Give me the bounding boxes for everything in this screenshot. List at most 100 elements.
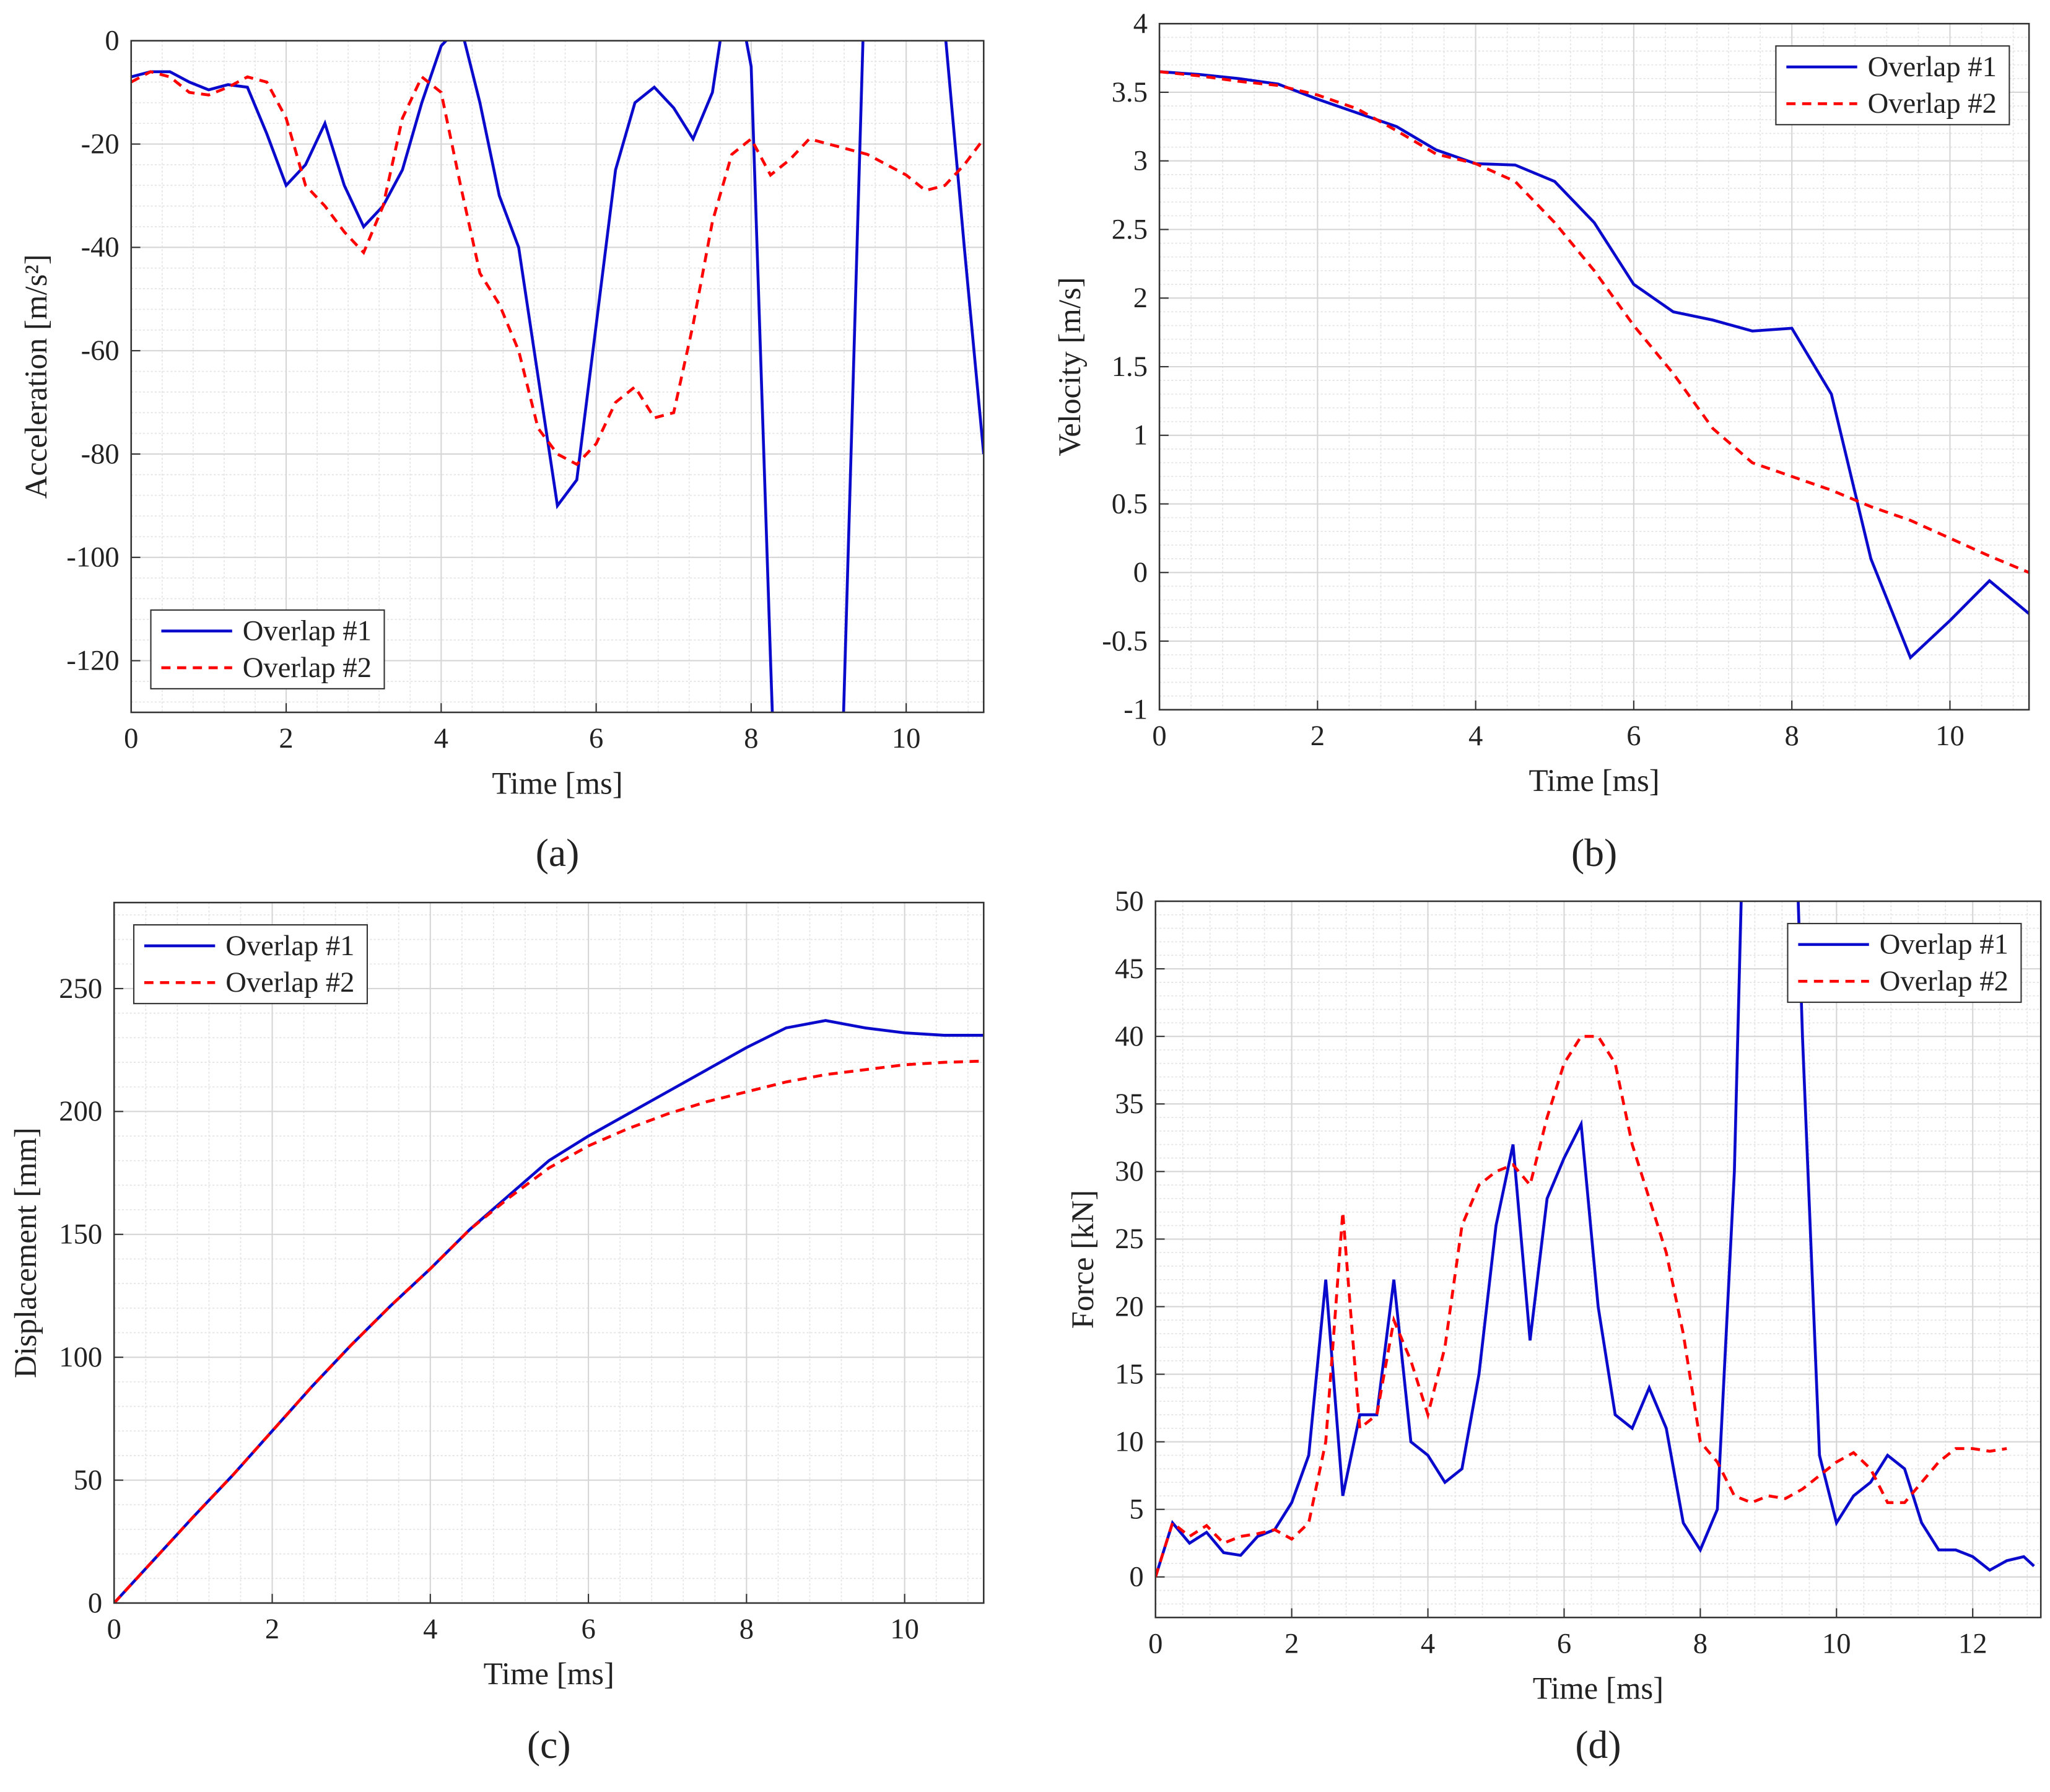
- x-tick-label: 0: [1152, 720, 1166, 752]
- y-axis-label: Velocity [m/s]: [1052, 277, 1087, 456]
- y-tick-label: -60: [81, 334, 120, 367]
- x-tick-label: 2: [1311, 720, 1325, 752]
- axes-box: [113, 901, 985, 1604]
- y-axis-label: Force [kN]: [1065, 1190, 1100, 1329]
- legend-box: [150, 609, 385, 689]
- y-tick-label: 10: [1115, 1425, 1144, 1458]
- legend: Overlap #1 Overlap #2: [1775, 45, 2010, 126]
- x-tick-label: 4: [1421, 1627, 1435, 1659]
- x-tick-label: 4: [434, 722, 448, 754]
- legend-label: Overlap #1: [225, 930, 354, 962]
- y-tick-label: 15: [1115, 1358, 1144, 1390]
- y-tick-label: 1: [1133, 419, 1148, 452]
- x-tick-label: 0: [1148, 1627, 1162, 1659]
- y-axis-label: Displacement [mm]: [8, 1127, 43, 1378]
- y-tick-label: 2: [1133, 282, 1148, 314]
- legend: Overlap #1 Overlap #2: [1787, 922, 2022, 1003]
- data-line: [114, 1059, 984, 1603]
- y-tick-label: -1: [1123, 694, 1148, 726]
- legend-label: Overlap #2: [1880, 965, 2009, 997]
- x-tick-label: 2: [1285, 1627, 1299, 1659]
- x-tick-label: 6: [589, 722, 603, 754]
- x-tick-label: 4: [423, 1613, 437, 1645]
- y-axis-label: Acceleration [m/s²]: [19, 255, 53, 499]
- subplot: 0 2 4 6 8 10 4 3.5 3 2.5 2 1.5 1 0.5 0 -0.5 -1 Time [ms] V…: [1052, 7, 2030, 875]
- y-tick-label: -40: [81, 231, 120, 263]
- legend-label: Overlap #1: [243, 615, 372, 647]
- legend-label: Overlap #2: [243, 652, 372, 684]
- legend-box: [133, 924, 369, 1005]
- x-tick-label: 6: [581, 1613, 595, 1645]
- y-tick-label: 40: [1115, 1020, 1144, 1052]
- legend-box: [1787, 922, 2022, 1003]
- y-tick-label: 50: [74, 1464, 103, 1496]
- x-tick-label: 4: [1468, 720, 1483, 752]
- legend-label: Overlap #1: [1880, 929, 2009, 961]
- y-tick-label: 30: [1115, 1155, 1144, 1187]
- y-tick-label: 45: [1115, 953, 1144, 985]
- x-tick-label: 0: [124, 722, 138, 754]
- data-line: [114, 1019, 984, 1603]
- y-tick-label: 0: [1129, 1561, 1143, 1593]
- x-tick-label: 10: [890, 1613, 919, 1645]
- y-tick-label: 50: [1115, 885, 1144, 917]
- y-tick-label: 4: [1133, 7, 1148, 40]
- y-tick-label: 3.5: [1112, 76, 1148, 108]
- x-tick-label: 10: [892, 722, 921, 754]
- y-tick-label: -120: [66, 644, 119, 676]
- y-tick-label: 150: [59, 1218, 102, 1251]
- axes-box: [130, 40, 985, 714]
- x-tick-label: 8: [744, 722, 758, 754]
- y-tick-label: 0: [88, 1587, 102, 1619]
- x-tick-label: 12: [1958, 1627, 1987, 1659]
- y-tick-label: 0.5: [1112, 487, 1148, 520]
- y-tick-label: 25: [1115, 1223, 1144, 1255]
- legend: Overlap #1 Overlap #2: [133, 924, 369, 1005]
- y-tick-label: 100: [59, 1341, 102, 1373]
- panel-caption: (d): [1575, 1723, 1621, 1767]
- y-tick-label: 3: [1133, 145, 1148, 177]
- panel-caption: (c): [527, 1723, 571, 1767]
- x-tick-label: 6: [1626, 720, 1641, 752]
- data-line: [1155, 1034, 2007, 1578]
- x-axis-label: Time [ms]: [1529, 763, 1659, 798]
- y-tick-label: 250: [59, 972, 102, 1005]
- y-tick-label: 0: [1133, 556, 1148, 588]
- x-tick-label: 6: [1557, 1627, 1571, 1659]
- x-tick-label: 8: [739, 1613, 754, 1645]
- data-line: [131, 40, 984, 713]
- x-axis-label: Time [ms]: [484, 1656, 614, 1691]
- y-tick-label: 1.5: [1112, 351, 1148, 383]
- y-tick-label: 2.5: [1112, 213, 1148, 245]
- y-tick-label: -80: [81, 438, 120, 470]
- subplot: 0 2 4 6 8 10 0 -20 -40 -60 -80 -100 -120 Time [ms] Acc…: [19, 25, 985, 875]
- panel-caption: (b): [1571, 831, 1617, 875]
- axes-box: [1158, 22, 2030, 711]
- subplot: 0 2 4 6 8 10 12 0 5 10 15 20 25 30 35 40 45 50 Time [ms] Fo…: [1065, 885, 2042, 1767]
- x-tick-label: 2: [265, 1613, 279, 1645]
- data-line: [131, 70, 984, 466]
- x-axis-label: Time [ms]: [492, 766, 622, 800]
- legend-label: Overlap #1: [1868, 51, 1997, 83]
- panel-caption: (a): [536, 831, 580, 875]
- data-line: [1159, 70, 2030, 574]
- x-tick-label: 2: [279, 722, 293, 754]
- data-line: [1159, 70, 2030, 660]
- y-tick-label: 200: [59, 1095, 102, 1127]
- legend-label: Overlap #2: [225, 966, 354, 999]
- x-tick-label: 8: [1693, 1627, 1708, 1659]
- axes-box: [1154, 900, 2042, 1619]
- y-tick-label: 20: [1115, 1290, 1144, 1322]
- y-tick-label: -20: [81, 128, 120, 160]
- x-tick-label: 0: [107, 1613, 121, 1645]
- legend-box: [1775, 45, 2010, 126]
- plot-area: [114, 903, 984, 1603]
- y-tick-label: 35: [1115, 1088, 1144, 1120]
- y-tick-label: -0.5: [1102, 625, 1148, 657]
- x-tick-label: 10: [1935, 720, 1965, 752]
- x-axis-label: Time [ms]: [1533, 1671, 1664, 1706]
- x-tick-label: 10: [1822, 1627, 1851, 1659]
